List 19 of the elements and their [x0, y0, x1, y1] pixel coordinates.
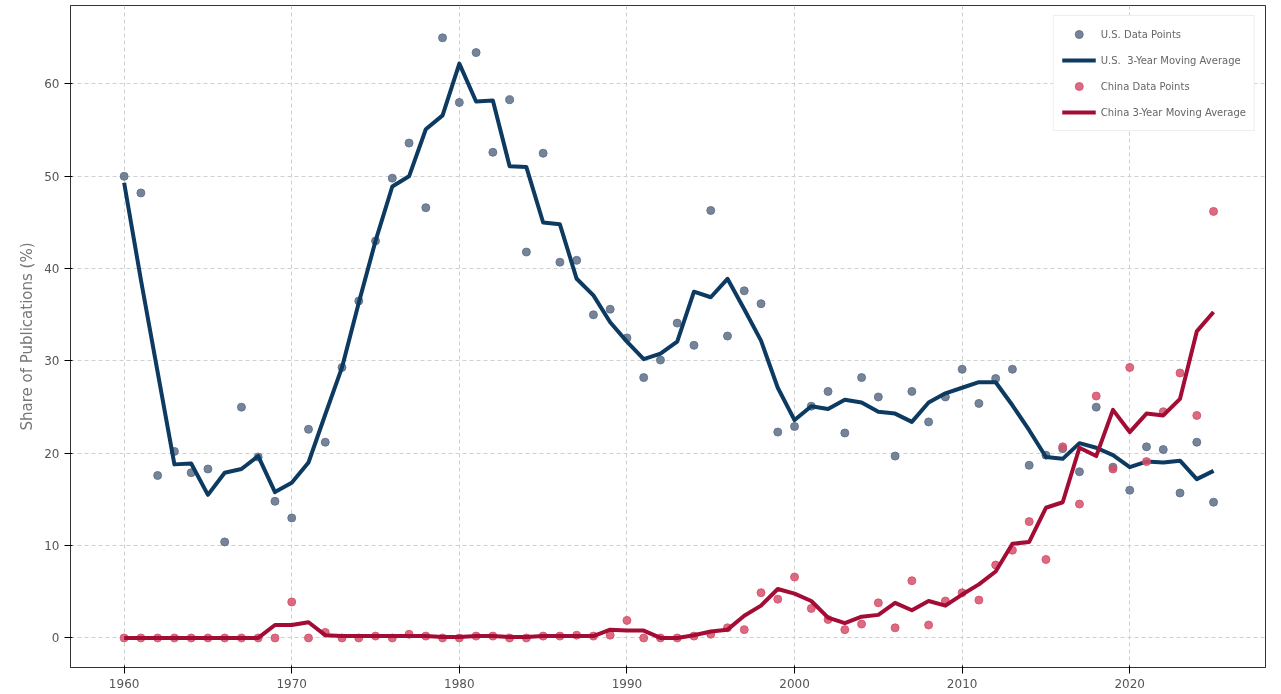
legend-label: U.S. 3-Year Moving Average	[1100, 54, 1241, 66]
x-tick-label: 1980	[444, 676, 475, 691]
legend-label: China Data Points	[1100, 80, 1190, 92]
legend-label: U.S. Data Points	[1100, 28, 1182, 40]
y-tick-label: 30	[44, 354, 60, 369]
y-axis-title: Share of Publications (%)	[18, 242, 37, 431]
x-tick-label: 2020	[1114, 676, 1146, 691]
x-tick-label: 2000	[779, 676, 810, 691]
x-tick-label: 1990	[611, 676, 643, 691]
y-tick-label: 40	[44, 262, 60, 277]
x-tick-label: 1970	[276, 676, 308, 691]
x-tick-label: 2010	[946, 676, 978, 691]
y-tick-label: 60	[44, 77, 60, 92]
legend-label: China 3-Year Moving Average	[1100, 106, 1246, 118]
y-tick-label: 10	[44, 539, 60, 554]
y-tick-label: 20	[44, 446, 60, 461]
y-tick-label: 50	[44, 169, 60, 184]
y-tick-label: 0	[51, 631, 60, 646]
x-tick-label: 1960	[108, 676, 140, 691]
